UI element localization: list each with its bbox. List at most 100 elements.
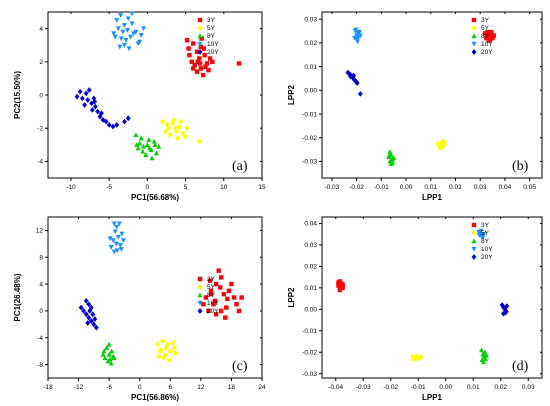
legend-marker-20y (197, 49, 203, 55)
point-10y (107, 236, 113, 242)
legend-label-8y: 8Y (481, 33, 490, 40)
legend-marker-20y (471, 254, 477, 260)
point-5y (160, 338, 165, 344)
point-5y (161, 355, 167, 361)
point-10y (476, 233, 482, 238)
point-20y (81, 308, 87, 314)
point-10y (115, 234, 121, 240)
point-3y (206, 67, 211, 73)
point-5y (197, 139, 202, 144)
point-10y (114, 18, 120, 23)
point-20y (92, 316, 98, 322)
legend-label-10y: 10Y (481, 246, 493, 253)
x-tick-label: -0.01 (411, 384, 426, 391)
point-3y (192, 62, 197, 68)
point-3y (216, 268, 221, 273)
point-3y (191, 41, 196, 46)
y-tick-label: 12 (36, 228, 44, 235)
y-tick-label: -0.01 (302, 328, 317, 335)
point-3y (197, 56, 202, 61)
point-10y (113, 241, 119, 247)
point-10y (111, 31, 117, 37)
x-tick-label: -18 (43, 384, 53, 391)
point-3y (194, 49, 200, 55)
y-tick-label: 0.03 (304, 16, 317, 23)
point-10y (124, 28, 131, 33)
point-8y (146, 137, 152, 143)
x-tick-label: -12 (74, 384, 84, 391)
x-tick-label: -0.02 (349, 184, 364, 191)
legend-label-20y: 20Y (207, 49, 219, 56)
point-8y (386, 154, 392, 159)
point-20y (83, 90, 89, 97)
legend-marker-8y (197, 292, 203, 298)
point-10y (117, 242, 123, 248)
legend-label-5y: 5Y (207, 25, 216, 32)
legend-label-3y: 3Y (207, 17, 216, 24)
point-5y (155, 342, 160, 347)
point-5y (167, 357, 172, 363)
point-3y (213, 312, 219, 317)
point-20y (114, 122, 120, 128)
y-tick-label: 0.04 (304, 221, 317, 228)
point-3y (484, 35, 489, 41)
point-8y (478, 347, 485, 353)
point-20y (106, 122, 112, 128)
x-tick-label: 0.01 (424, 184, 437, 191)
point-5y (166, 125, 171, 131)
y-tick-label: 0.01 (304, 285, 317, 292)
x-tick-label: -0.03 (356, 384, 371, 391)
legend-marker-10y (197, 300, 203, 306)
point-10y (112, 34, 118, 40)
y-axis-label: PC2(15.50%) (13, 71, 22, 119)
x-axis-label: PC1(56.86%) (131, 393, 179, 402)
point-20y (501, 305, 507, 312)
y-tick-label: 4 (39, 281, 43, 288)
point-20y (93, 324, 99, 331)
point-20y (77, 88, 83, 95)
point-10y (116, 221, 122, 227)
point-20y (351, 72, 357, 79)
legend-marker-10y (471, 246, 477, 252)
legend-label-10y: 10Y (207, 300, 219, 307)
point-3y (189, 59, 194, 64)
point-5y (171, 117, 177, 123)
point-3y (207, 278, 213, 283)
point-10y (120, 238, 126, 244)
plot-frame (47, 11, 263, 179)
point-20y (345, 69, 351, 76)
point-20y (78, 304, 84, 311)
x-tick-label: 0.00 (439, 384, 452, 391)
point-3y (203, 64, 208, 69)
point-20y (79, 95, 85, 102)
y-tick-label: -0.02 (302, 350, 317, 357)
point-5y (163, 129, 168, 134)
x-tick-label: 10 (220, 184, 228, 191)
x-tick-label: 24 (258, 384, 266, 391)
point-3y (223, 315, 228, 320)
point-3y (239, 295, 244, 300)
point-3y (487, 37, 493, 42)
point-5y (438, 146, 443, 151)
point-3y (211, 302, 216, 307)
point-3y (219, 275, 224, 280)
point-10y (118, 247, 124, 252)
legend-label-20y: 20Y (481, 254, 493, 261)
point-3y (198, 66, 204, 71)
point-8y (107, 356, 113, 362)
x-tick-label: 0.04 (499, 184, 512, 191)
y-tick-label: 0.02 (304, 40, 317, 47)
point-3y (219, 308, 224, 314)
point-3y (201, 46, 207, 51)
point-8y (108, 360, 114, 366)
point-3y (236, 61, 242, 66)
point-8y (483, 352, 489, 358)
point-8y (147, 145, 153, 151)
point-10y (110, 238, 116, 244)
point-20y (92, 103, 98, 110)
point-10y (111, 221, 117, 227)
point-3y (229, 281, 234, 287)
legend-marker-5y (197, 25, 203, 31)
